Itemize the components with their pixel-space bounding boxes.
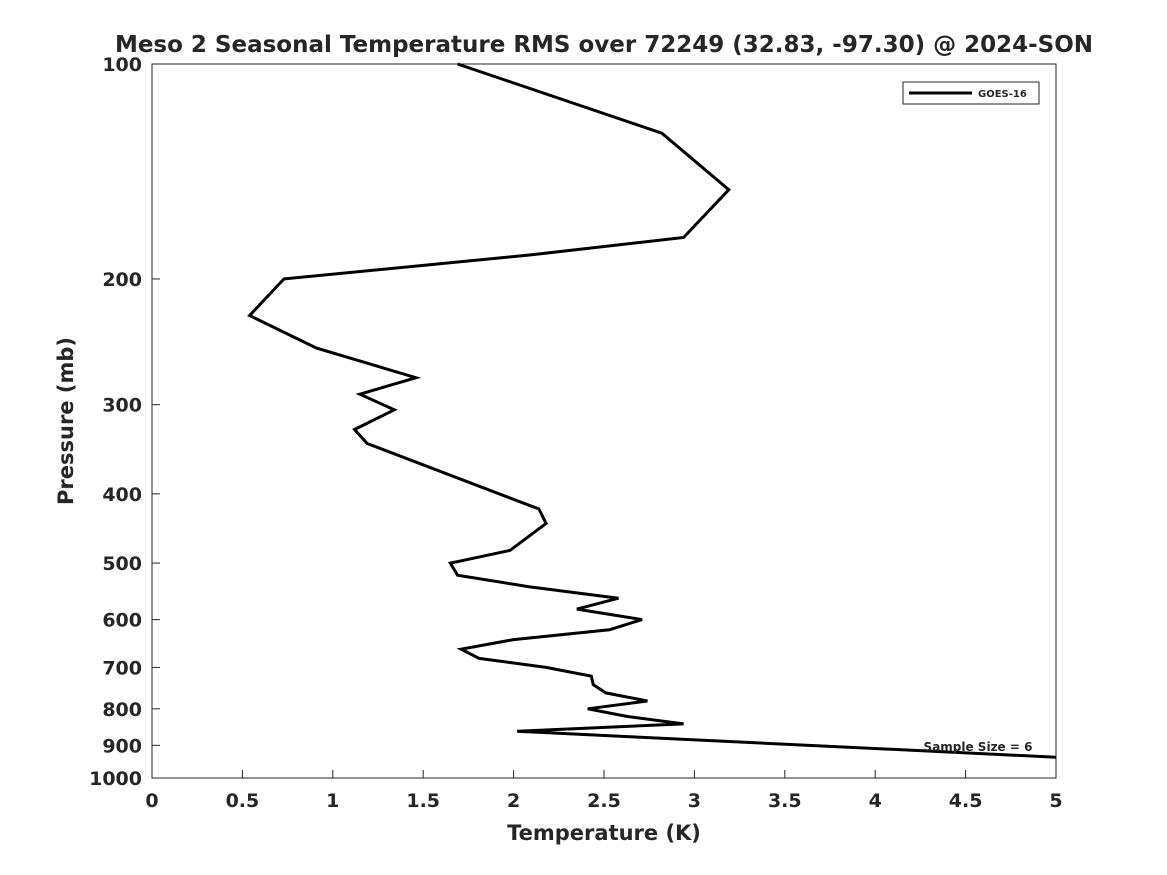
x-tick-label: 3 — [688, 790, 701, 812]
sample-size-annotation: Sample Size = 6 — [924, 740, 1033, 754]
legend-label: GOES-16 — [978, 89, 1027, 100]
y-tick-label: 900 — [102, 735, 142, 757]
y-tick-label: 100 — [102, 54, 142, 76]
chart-title: Meso 2 Seasonal Temperature RMS over 722… — [115, 32, 1093, 58]
series-line-goes-16 — [247, 62, 1057, 759]
y-tick-label: 400 — [102, 484, 142, 506]
x-tick-label: 0 — [145, 790, 158, 812]
y-tick-label: 500 — [102, 553, 142, 575]
x-tick-label: 4 — [869, 790, 882, 812]
x-axis-label: Temperature (K) — [507, 821, 701, 845]
x-tick-label: 5 — [1049, 790, 1062, 812]
x-tick-label: 2 — [507, 790, 520, 812]
x-tick-label: 1 — [326, 790, 339, 812]
y-tick-label: 800 — [102, 699, 142, 721]
x-tick-label: 3.5 — [768, 790, 802, 812]
x-tick-label: 1.5 — [406, 790, 440, 812]
legend: GOES-16 — [902, 81, 1040, 105]
x-tick-label: 2.5 — [587, 790, 621, 812]
y-tick-label: 300 — [102, 395, 142, 417]
series-layer — [247, 62, 1057, 759]
y-tick-label: 700 — [102, 657, 142, 679]
y-tick-label: 1000 — [89, 768, 142, 790]
y-axis: 100 200 300 400 500 600 700 800 900 1000 — [89, 54, 160, 790]
x-tick-label: 4.5 — [949, 790, 983, 812]
x-tick-label: 0.5 — [226, 790, 260, 812]
y-tick-label: 600 — [102, 610, 142, 632]
y-axis-label: Pressure (mb) — [54, 337, 78, 505]
x-axis: 0 0.5 1 1.5 2 2.5 3 3.5 4 4.5 5 — [145, 770, 1063, 812]
y-tick-label: 200 — [102, 269, 142, 291]
